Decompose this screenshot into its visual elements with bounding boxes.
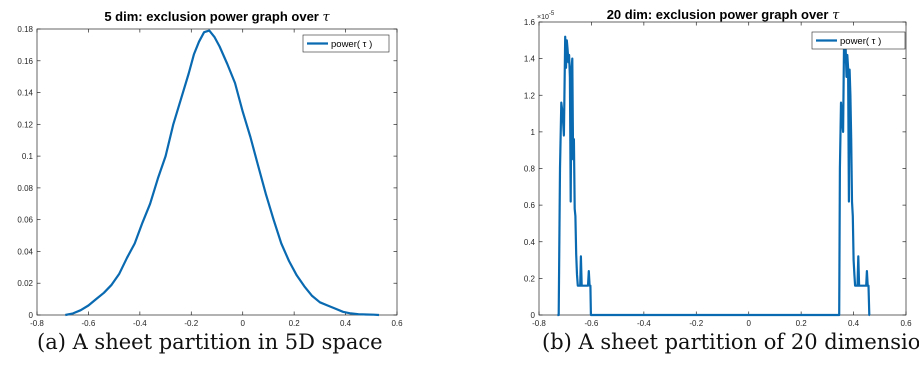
x-tick-label: -0.6 — [585, 319, 599, 328]
plot-area-frame — [37, 29, 397, 315]
y-tick-label: 1 — [531, 128, 536, 137]
y-tick-label: 0.04 — [17, 247, 33, 256]
y-tick-label: 0.2 — [524, 274, 536, 283]
y-tick-label: 0 — [29, 311, 34, 320]
y-tick-label: 0.12 — [17, 120, 33, 129]
chart-panel-5dim: -0.8 -0.6 -0.4 -0.2 0 0.2 0.4 0.6 0 0.02 0.04 0.06 0… — [0, 0, 430, 374]
y-tick-label: 0.06 — [17, 216, 33, 225]
x-tick-label: 0.2 — [289, 319, 301, 328]
x-tick-label: -0.8 — [30, 319, 44, 328]
x-tick-label: -0.2 — [689, 319, 703, 328]
y-tick-label: 1.2 — [524, 91, 536, 100]
chart-title: 5 dim: exclusion power graph over τ — [104, 9, 330, 25]
chart-panel-20dim: -0.8 -0.6 -0.4 -0.2 0 0.2 0.4 0.6 0 0.2 0.4 0.6 0.8 1… — [490, 0, 919, 374]
x-tick-label: 0.4 — [848, 319, 860, 328]
chart-title: 20 dim: exclusion power graph over τ — [607, 7, 840, 23]
y-tick-label: 0.18 — [17, 25, 33, 34]
y-axis-exponent: ×10-5 — [537, 11, 555, 21]
y-tick-label: 0.14 — [17, 89, 33, 98]
y-tick-label: 1.6 — [524, 18, 536, 27]
y-tick-label: 1.4 — [524, 55, 536, 64]
x-tick-label: -0.4 — [637, 319, 651, 328]
x-tick-label: -0.6 — [82, 319, 96, 328]
y-tick-label: 0.4 — [524, 238, 536, 247]
caption-b: (b) A sheet partition of 20 dimensions — [542, 330, 919, 354]
y-tick-label: 0.6 — [524, 201, 536, 210]
legend-label: power( τ ) — [840, 36, 881, 47]
x-tick-label: 0 — [746, 319, 751, 328]
y-tick-label: 0.16 — [17, 57, 33, 66]
y-tick-label: 0.08 — [17, 184, 33, 193]
x-tick-label: -0.4 — [133, 319, 147, 328]
chart-5dim: -0.8 -0.6 -0.4 -0.2 0 0.2 0.4 0.6 0 0.02 0.04 0.06 0… — [0, 0, 430, 374]
x-tick-label: 0.2 — [796, 319, 808, 328]
y-tick-label: 0.8 — [524, 165, 536, 174]
x-tick-label: -0.2 — [184, 319, 198, 328]
x-tick-label: 0.4 — [340, 319, 352, 328]
y-tick-label: 0 — [531, 311, 536, 320]
x-tick-label: 0.6 — [391, 319, 403, 328]
chart-20dim: -0.8 -0.6 -0.4 -0.2 0 0.2 0.4 0.6 0 0.2 0.4 0.6 0.8 1… — [490, 0, 919, 374]
x-tick-label: 0.6 — [900, 319, 912, 328]
series-line-power — [557, 37, 869, 315]
y-tick-label: 0.1 — [22, 152, 34, 161]
x-tick-label: -0.8 — [532, 319, 546, 328]
series-line-power — [65, 31, 379, 315]
y-tick-label: 0.02 — [17, 279, 33, 288]
legend-label: power( τ ) — [331, 39, 372, 50]
caption-a: (a) A sheet partition in 5D space — [37, 330, 383, 354]
x-tick-label: 0 — [240, 319, 245, 328]
